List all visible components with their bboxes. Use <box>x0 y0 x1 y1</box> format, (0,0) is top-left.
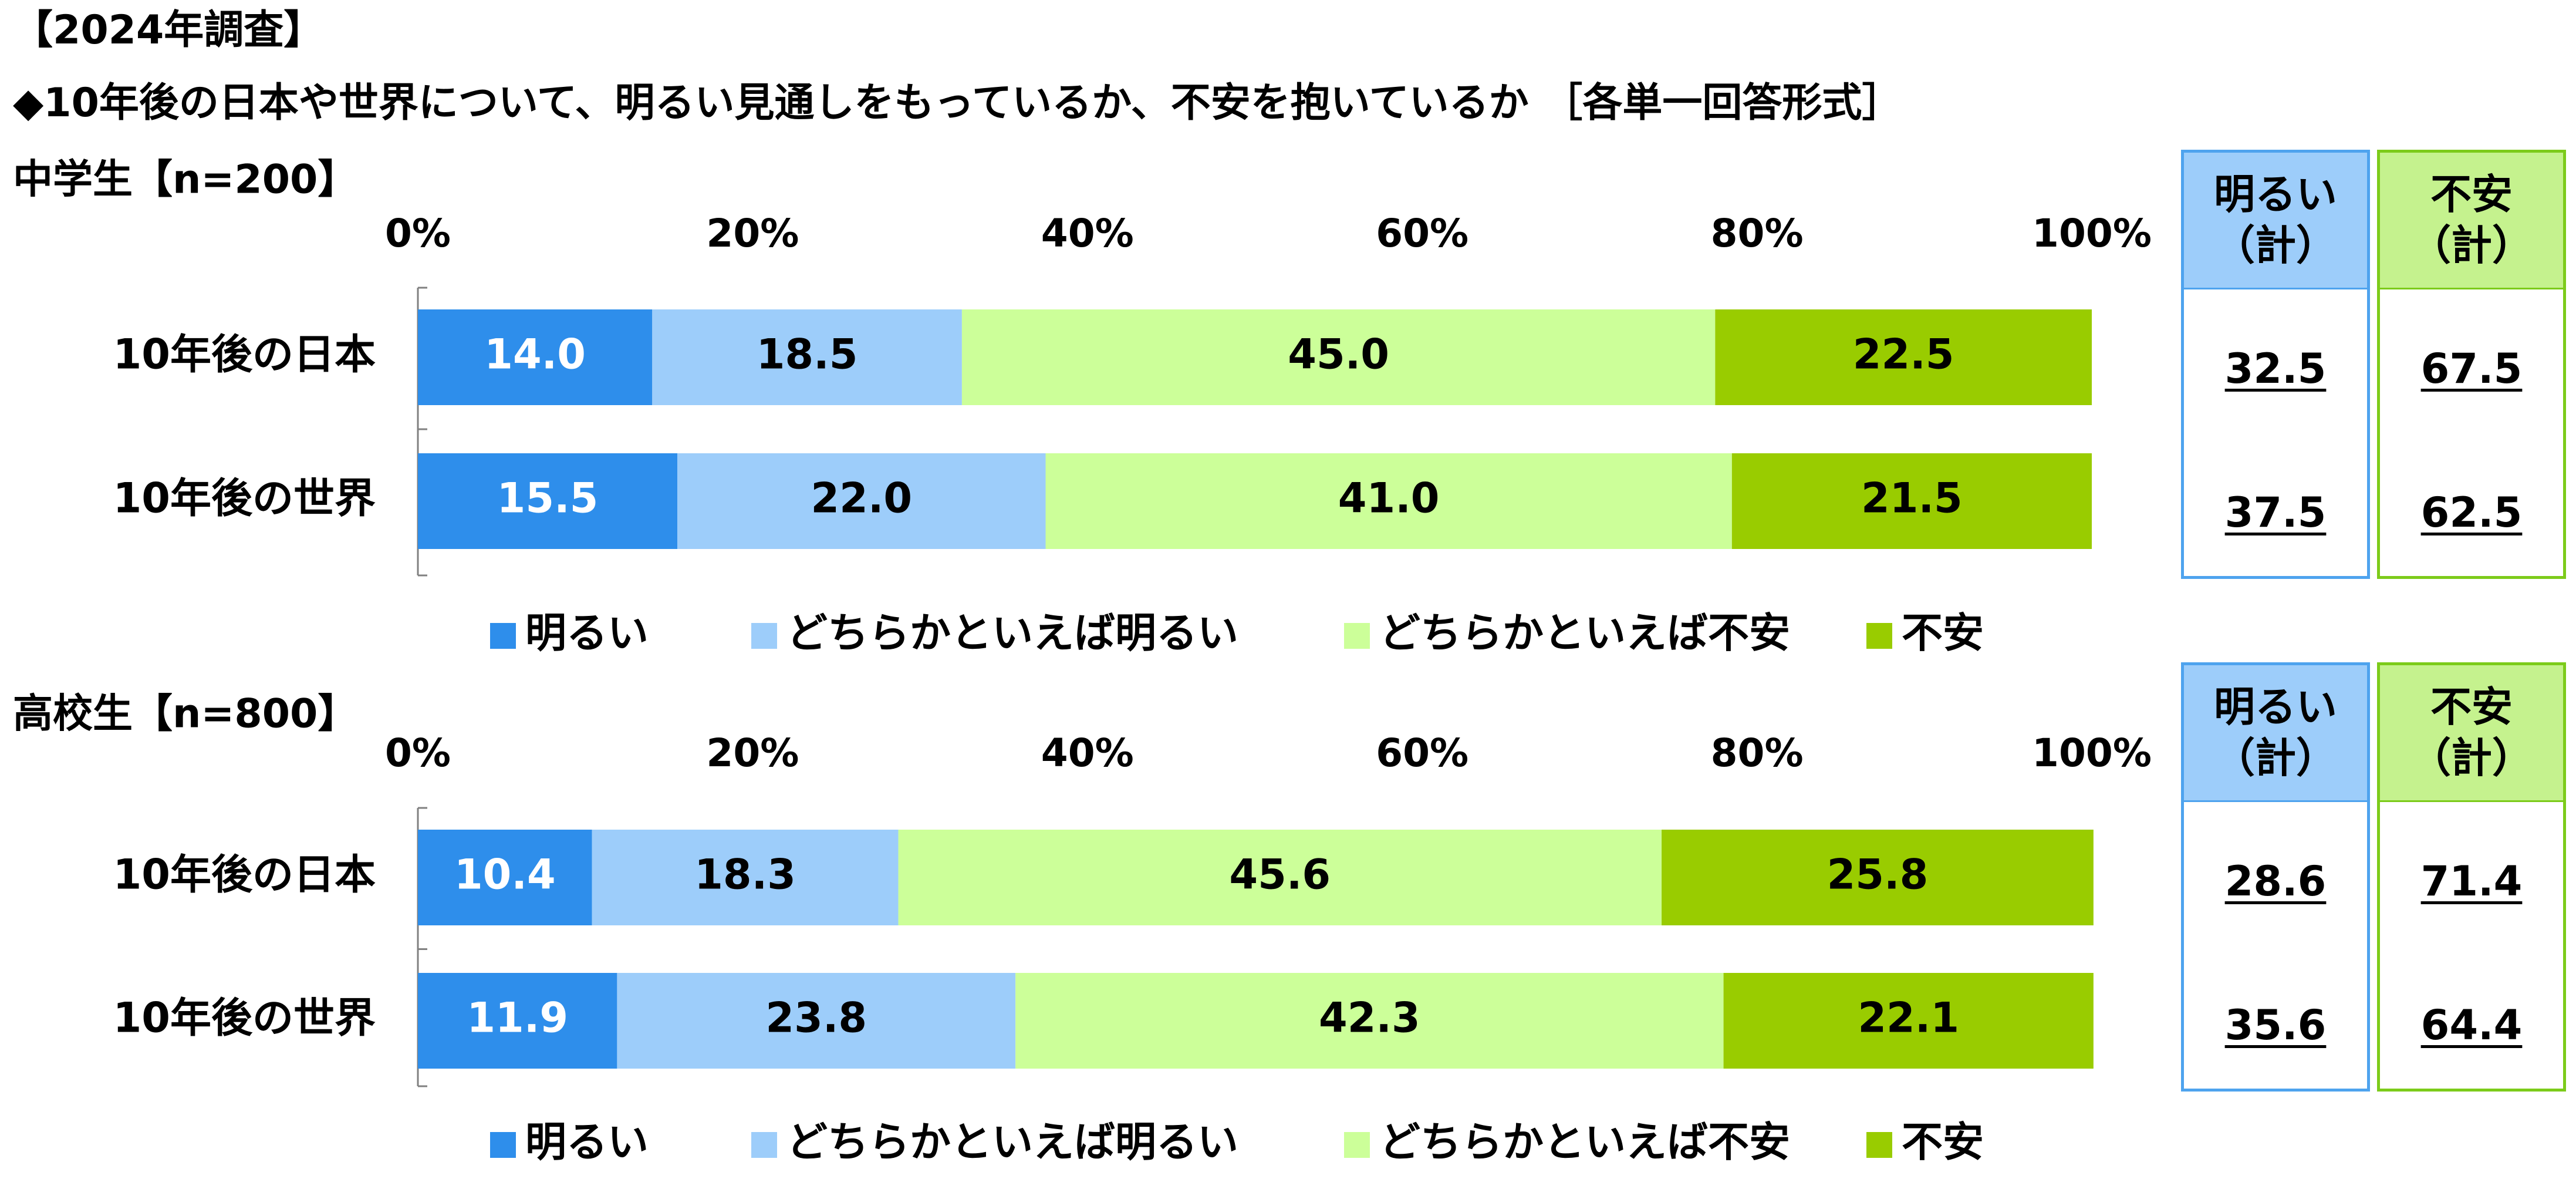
legend-swatch <box>490 623 516 649</box>
bright-total-subtitle: （計） <box>2214 221 2337 270</box>
bar-segment <box>1715 309 2092 405</box>
x-tick-label: 80% <box>1711 211 1804 256</box>
bar-value-label: 10.4 <box>454 851 556 899</box>
bar-value-label: 22.0 <box>811 474 912 523</box>
question-text: ◆10年後の日本や世界について、明るい見通しをもっているか、不安を抱いているか … <box>13 80 1902 126</box>
anxious-total-subtitle: （計） <box>2410 221 2533 270</box>
bright-total-title: 明るい <box>2214 682 2337 731</box>
x-tick-label: 60% <box>1376 730 1468 776</box>
bright-total-box-2: 28.6 35.6 <box>2181 802 2370 1092</box>
legend-label: どちらかといえば明るい <box>786 1118 1238 1166</box>
anxious-total-value: 64.4 <box>2420 1001 2523 1049</box>
category-label: 10年後の日本 <box>113 851 376 899</box>
anxious-total-box-2: 71.4 64.4 <box>2377 802 2566 1092</box>
legend-label: 明るい <box>525 1118 649 1166</box>
anxious-total-box-1: 67.5 62.5 <box>2377 289 2566 579</box>
bar-value-label: 45.6 <box>1229 851 1331 899</box>
bright-total-value: 37.5 <box>2224 489 2327 537</box>
category-label: 10年後の日本 <box>113 331 376 379</box>
x-tick-label: 60% <box>1376 211 1468 256</box>
panel-title: 中学生【n=200】 <box>13 157 357 203</box>
anxious-total-subtitle: （計） <box>2410 734 2533 782</box>
bar-segment <box>1723 973 2094 1069</box>
legend-swatch <box>1344 623 1370 649</box>
bright-total-value: 28.6 <box>2224 857 2327 905</box>
bright-total-value: 35.6 <box>2224 1001 2327 1049</box>
panel-title: 高校生【n=800】 <box>13 691 357 737</box>
legend-label: どちらかといえば明るい <box>786 609 1238 657</box>
anxious-total-value: 71.4 <box>2420 857 2523 905</box>
x-tick-label: 0% <box>385 730 451 776</box>
bar-value-label: 41.0 <box>1338 474 1440 523</box>
bar-value-label: 15.5 <box>497 474 599 523</box>
bar-segment <box>418 309 653 405</box>
legend-swatch <box>751 1132 777 1158</box>
bar-value-label: 22.1 <box>1858 994 1959 1042</box>
bar-value-label: 21.5 <box>1861 474 1963 523</box>
anxious-total-title: 不安 <box>2430 682 2513 731</box>
bright-total-box-1: 32.5 37.5 <box>2181 289 2370 579</box>
x-tick-label: 100% <box>2032 211 2152 256</box>
bar-value-label: 42.3 <box>1319 994 1420 1042</box>
anxious-total-header-1: 不安 （計） <box>2377 150 2566 289</box>
bar-value-label: 11.9 <box>467 994 568 1042</box>
legend-swatch <box>1344 1132 1370 1158</box>
bar-segment <box>1045 453 1732 549</box>
bar-value-label: 25.8 <box>1827 851 1929 899</box>
anxious-total-value: 62.5 <box>2420 489 2523 537</box>
anxious-total-header-2: 不安 （計） <box>2377 662 2566 802</box>
x-tick-label: 20% <box>706 211 799 256</box>
legend-label: 不安 <box>1902 609 1984 657</box>
legend-swatch <box>751 623 777 649</box>
bright-total-subtitle: （計） <box>2214 734 2337 782</box>
x-tick-label: 100% <box>2032 730 2152 776</box>
x-tick-label: 40% <box>1041 211 1134 256</box>
legend-label: 明るい <box>525 609 649 657</box>
bar-segment <box>1731 453 2092 549</box>
bar-value-label: 23.8 <box>765 994 867 1042</box>
category-label: 10年後の世界 <box>113 994 376 1042</box>
bright-total-header-2: 明るい （計） <box>2181 662 2370 802</box>
bar-segment <box>961 309 1716 405</box>
category-label: 10年後の世界 <box>113 474 376 523</box>
bar-value-label: 18.3 <box>694 851 796 899</box>
bar-segment <box>418 453 678 549</box>
legend-swatch <box>1866 1132 1892 1158</box>
bar-value-label: 14.0 <box>484 331 586 379</box>
survey-label: 【2024年調査】 <box>13 7 324 53</box>
bar-segment <box>652 309 962 405</box>
bright-total-value: 32.5 <box>2224 345 2327 393</box>
bar-segment <box>617 973 1016 1069</box>
anxious-total-title: 不安 <box>2430 170 2513 218</box>
legend-label: 不安 <box>1902 1118 1984 1166</box>
x-tick-label: 40% <box>1041 730 1134 776</box>
legend-swatch <box>1866 623 1892 649</box>
x-tick-label: 20% <box>706 730 799 776</box>
bar-segment <box>418 830 592 925</box>
legend-label: どちらかといえば不安 <box>1379 1118 1790 1166</box>
bright-total-header-1: 明るい （計） <box>2181 150 2370 289</box>
bar-segment <box>1015 973 1724 1069</box>
bar-value-label: 45.0 <box>1288 331 1389 379</box>
x-tick-label: 0% <box>385 211 451 256</box>
x-tick-label: 80% <box>1711 730 1804 776</box>
bar-segment <box>898 830 1662 925</box>
legend-swatch <box>490 1132 516 1158</box>
bar-segment <box>1662 830 2094 925</box>
bar-value-label: 18.5 <box>757 331 858 379</box>
bar-segment <box>677 453 1046 549</box>
bar-value-label: 22.5 <box>1853 331 1954 379</box>
bar-segment <box>592 830 899 925</box>
anxious-total-value: 67.5 <box>2420 345 2523 393</box>
bright-total-title: 明るい <box>2214 170 2337 218</box>
bar-segment <box>418 973 617 1069</box>
legend-label: どちらかといえば不安 <box>1379 609 1790 657</box>
